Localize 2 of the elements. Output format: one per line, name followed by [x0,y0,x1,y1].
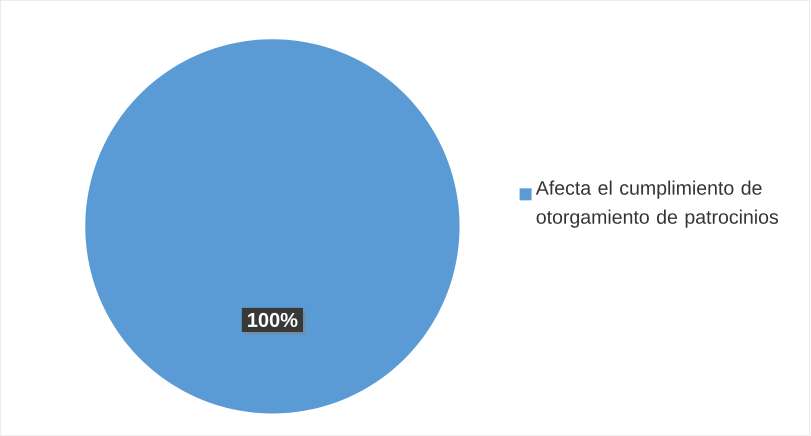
legend-label: Afecta el cumplimiento de otorgamiento de patrocinios [536,180,778,228]
data-label: 100% [248,312,298,328]
